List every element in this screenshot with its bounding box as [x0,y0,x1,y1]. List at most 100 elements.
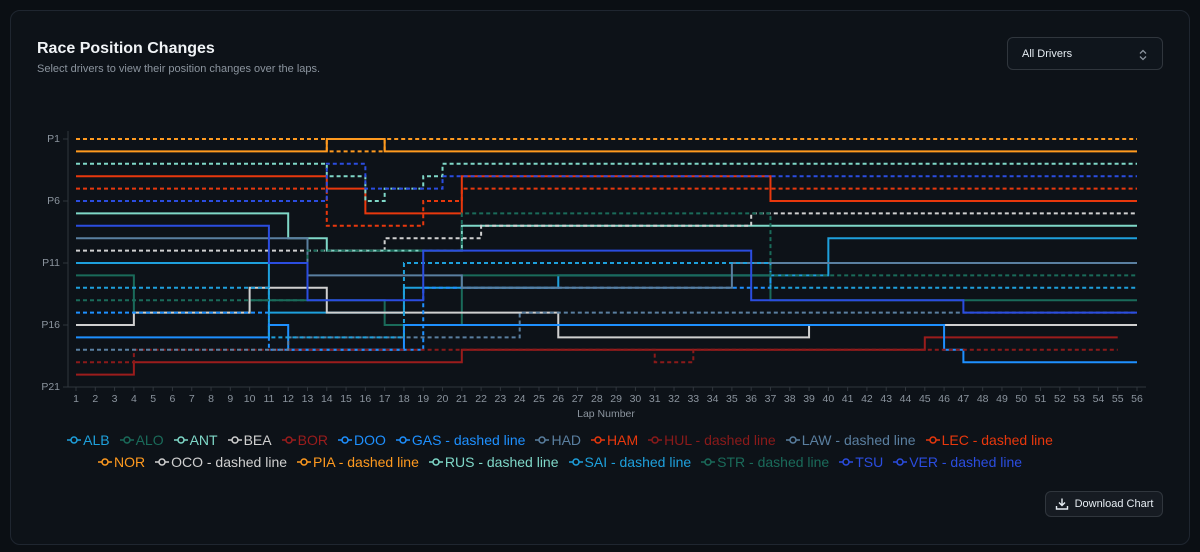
x-tick-label: 40 [823,393,835,405]
x-tick-label: 38 [784,393,796,405]
legend-item[interactable]: TSU [839,453,883,471]
download-button[interactable]: Download Chart [1045,491,1163,517]
x-tick-label: 16 [360,393,372,405]
y-tick-label: P6 [47,195,60,207]
x-tick-label: 44 [900,393,912,405]
series-line [76,212,1137,252]
legend-item[interactable]: HUL - dashed line [648,431,776,449]
series-line [76,237,1137,289]
legend-item[interactable]: BEA [227,431,272,449]
x-tick-label: 15 [340,393,352,405]
x-tick-label: 47 [958,393,970,405]
legend-icon [67,436,82,444]
legend-icon [337,436,352,444]
x-tick-label: 24 [514,393,526,405]
legend-label: HUL - dashed line [664,432,776,448]
x-tick-label: 53 [1073,393,1085,405]
legend-item[interactable]: GAS - dashed line [395,431,526,449]
x-tick-label: 14 [321,393,333,405]
legend-icon [297,458,312,466]
chevron-icon [1139,49,1147,61]
legend-icon [227,436,242,444]
series-line [76,311,1137,351]
x-tick-label: 42 [861,393,873,405]
series-line [76,212,1137,252]
x-tick-label: 23 [495,393,507,405]
legend-item[interactable]: HAM [591,431,638,449]
legend-icon [281,436,296,444]
x-tick-label: 30 [630,393,642,405]
x-tick-label: 19 [417,393,429,405]
x-tick-label: 2 [92,393,98,405]
x-tick-label: 12 [282,393,294,405]
x-tick-label: 49 [996,393,1008,405]
x-tick-label: 46 [938,393,950,405]
series-line [76,224,1137,314]
x-axis-label: Lap Number [577,408,635,420]
x-tick-label: 3 [112,393,118,405]
legend: ALB ALO ANT BEA BOR DOO GAS - dashed line HAD HA… [60,431,1060,471]
select-text: All Drivers [1022,48,1073,60]
legend-item[interactable]: ALO [119,431,164,449]
legend-item[interactable]: HAD [535,431,581,449]
legend-item[interactable]: SAI - dashed line [568,453,692,471]
x-tick-label: 13 [302,393,314,405]
x-tick-label: 37 [765,393,777,405]
series-line [76,212,1137,302]
legend-label: ALB [83,432,110,448]
legend-label: RUS - dashed line [444,454,559,470]
x-tick-label: 21 [456,393,468,405]
legend-icon [535,436,550,444]
legend-item[interactable]: LAW - dashed line [785,431,916,449]
x-tick-label: 5 [150,393,156,405]
legend-item[interactable]: PIA - dashed line [297,453,419,471]
legend-icon [395,436,410,444]
legend-item[interactable]: OCO - dashed line [155,453,287,471]
x-tick-label: 4 [131,393,137,405]
x-tick-label: 9 [227,393,233,405]
legend-item[interactable]: STR - dashed line [701,453,829,471]
legend-icon [925,436,940,444]
x-tick-label: 48 [977,393,989,405]
legend-item[interactable]: RUS - dashed line [428,453,559,471]
legend-label: STR - dashed line [717,454,830,470]
legend-label: BEA [243,432,272,448]
legend-label: LEC - dashed line [941,432,1053,448]
legend-icon [428,458,443,466]
x-tick-label: 18 [398,393,410,405]
x-tick-label: 39 [803,393,815,405]
legend-icon [839,458,854,466]
series-line [76,162,1137,202]
y-tick-label: P11 [42,257,60,269]
series-line [76,324,1137,364]
x-tick-label: 27 [572,393,584,405]
legend-item[interactable]: NOR [97,453,145,471]
legend-label: PIA - dashed line [313,454,419,470]
legend-item[interactable]: VER - dashed line [893,453,1022,471]
x-tick-label: 1 [73,393,79,405]
legend-item[interactable]: BOR [281,431,328,449]
legend-icon [785,436,800,444]
legend-item[interactable]: ANT [173,431,218,449]
x-tick-label: 35 [726,393,738,405]
legend-item[interactable]: LEC - dashed line [925,431,1053,449]
legend-label: ALO [135,432,164,448]
legend-item[interactable]: ALB [67,431,110,449]
legend-item[interactable]: DOO [337,431,386,449]
x-tick-label: 56 [1131,393,1143,405]
legend-label: BOR [297,432,328,448]
x-tick-label: 34 [707,393,719,405]
download-icon [1055,498,1068,510]
legend-label: HAM [607,432,639,448]
legend-label: SAI - dashed line [584,454,692,470]
driver-select[interactable]: All Drivers [1007,37,1163,70]
legend-label: GAS - dashed line [411,432,526,448]
legend-icon [97,458,112,466]
legend-label: ANT [189,432,218,448]
x-tick-label: 45 [919,393,931,405]
x-tick-label: 17 [379,393,391,405]
x-tick-label: 26 [552,393,564,405]
legend-icon [648,436,663,444]
